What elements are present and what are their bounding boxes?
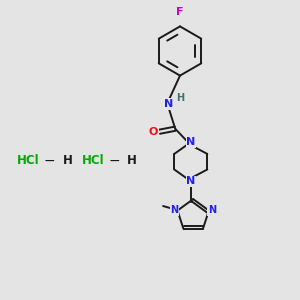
- Text: N: N: [208, 205, 216, 215]
- Text: HCl: HCl: [17, 154, 40, 167]
- Text: HCl: HCl: [82, 154, 104, 167]
- Text: O: O: [149, 127, 158, 137]
- Text: N: N: [186, 137, 195, 147]
- Text: N: N: [170, 205, 178, 215]
- Text: F: F: [176, 7, 184, 17]
- Text: −: −: [44, 154, 55, 167]
- Text: H: H: [127, 154, 137, 167]
- Text: H: H: [176, 93, 185, 103]
- Text: N: N: [164, 99, 173, 109]
- Text: N: N: [186, 176, 195, 186]
- Text: −: −: [108, 154, 120, 167]
- Text: H: H: [63, 154, 72, 167]
